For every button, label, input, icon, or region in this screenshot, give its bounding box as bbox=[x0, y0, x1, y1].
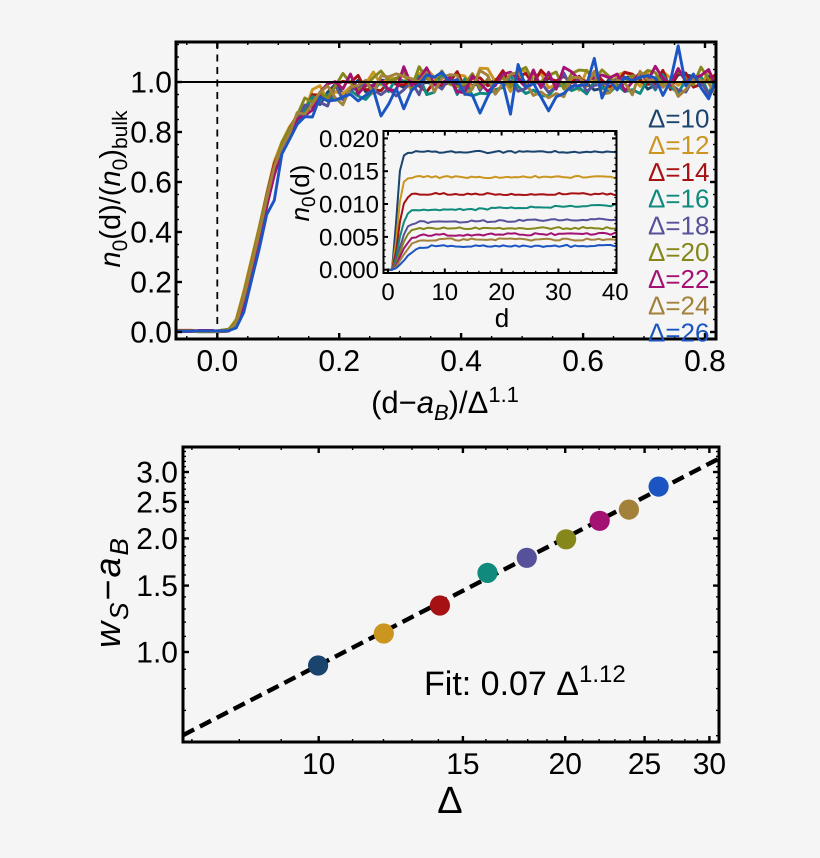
svg-text:2.0: 2.0 bbox=[136, 523, 178, 556]
svg-text:1.0: 1.0 bbox=[136, 637, 178, 670]
svg-text:Δ=14: Δ=14 bbox=[648, 157, 709, 187]
svg-text:15: 15 bbox=[446, 748, 479, 781]
svg-text:10: 10 bbox=[431, 279, 458, 306]
svg-text:Δ=22: Δ=22 bbox=[648, 264, 709, 294]
svg-text:0.4: 0.4 bbox=[130, 217, 172, 250]
svg-text:0.8: 0.8 bbox=[684, 345, 726, 378]
svg-text:10: 10 bbox=[302, 748, 335, 781]
svg-text:20: 20 bbox=[488, 279, 515, 306]
svg-text:30: 30 bbox=[545, 279, 572, 306]
svg-text:0.0: 0.0 bbox=[196, 345, 238, 378]
svg-text:2.5: 2.5 bbox=[136, 486, 178, 519]
svg-text:0.6: 0.6 bbox=[130, 167, 172, 200]
svg-text:0.015: 0.015 bbox=[319, 159, 379, 186]
svg-text:Δ: Δ bbox=[437, 780, 462, 822]
svg-text:n0(d)/(n0)bulk: n0(d)/(n0)bulk bbox=[95, 110, 132, 268]
svg-text:40: 40 bbox=[602, 279, 629, 306]
svg-text:0.020: 0.020 bbox=[319, 126, 379, 153]
svg-text:Δ=24: Δ=24 bbox=[648, 291, 709, 321]
svg-text:d: d bbox=[495, 303, 509, 333]
svg-text:0.000: 0.000 bbox=[319, 257, 379, 284]
svg-text:Δ=12: Δ=12 bbox=[648, 130, 709, 160]
svg-text:1.0: 1.0 bbox=[130, 67, 172, 100]
svg-text:0.6: 0.6 bbox=[562, 345, 604, 378]
svg-text:0.005: 0.005 bbox=[319, 224, 379, 251]
svg-text:Δ=10: Δ=10 bbox=[648, 103, 709, 133]
svg-text:0.4: 0.4 bbox=[440, 345, 482, 378]
svg-text:0.2: 0.2 bbox=[318, 345, 360, 378]
svg-text:1.5: 1.5 bbox=[136, 570, 178, 603]
svg-text:25: 25 bbox=[628, 748, 661, 781]
svg-text:30: 30 bbox=[693, 748, 726, 781]
svg-text:(d−aB)/Δ1.1: (d−aB)/Δ1.1 bbox=[371, 382, 519, 425]
svg-text:Δ=20: Δ=20 bbox=[648, 237, 709, 267]
svg-text:20: 20 bbox=[549, 748, 582, 781]
svg-text:0.0: 0.0 bbox=[130, 317, 172, 350]
svg-text:3.0: 3.0 bbox=[136, 456, 178, 489]
svg-text:0.010: 0.010 bbox=[319, 192, 379, 219]
svg-text:Δ=18: Δ=18 bbox=[648, 210, 709, 240]
svg-text:0: 0 bbox=[381, 279, 394, 306]
svg-text:wS−aB: wS−aB bbox=[87, 536, 134, 648]
svg-text:n0(d): n0(d) bbox=[285, 165, 320, 222]
svg-text:0.2: 0.2 bbox=[130, 267, 172, 300]
svg-text:Fit: 0.07 Δ1.12: Fit: 0.07 Δ1.12 bbox=[424, 661, 626, 703]
svg-text:Δ=16: Δ=16 bbox=[648, 184, 709, 214]
svg-text:Δ=26: Δ=26 bbox=[648, 317, 709, 347]
svg-text:0.8: 0.8 bbox=[130, 117, 172, 150]
